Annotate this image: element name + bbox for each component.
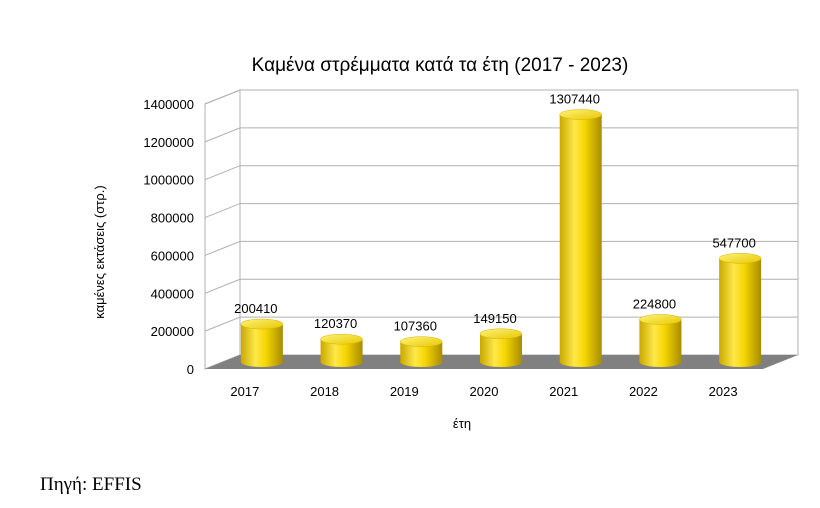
side-wall [204, 89, 241, 370]
source-note: Πηγή: EFFIS [40, 474, 142, 495]
bar-top-cap [400, 336, 443, 347]
x-tick-label: 2023 [709, 384, 738, 399]
data-label: 120370 [314, 316, 357, 331]
bar-top-cap [240, 318, 284, 330]
x-tick-label: 2019 [390, 384, 419, 399]
bar [320, 333, 363, 367]
bar-body [320, 339, 363, 362]
x-axis-label: έτη [453, 416, 471, 431]
bar-bottom-cap [480, 357, 522, 367]
bar-body [400, 341, 443, 362]
y-tick-label: 1400000 [143, 97, 194, 112]
gridline [204, 165, 798, 181]
bar-bottom-cap [559, 357, 602, 367]
data-label: 107360 [394, 319, 437, 334]
y-tick-label: 0 [187, 362, 194, 377]
x-tick-label: 2022 [629, 384, 658, 399]
bar-bottom-cap [400, 357, 443, 367]
y-axis-label: καμένες εκτάσεις (στρ.) [92, 185, 107, 319]
x-tick-label: 2020 [470, 384, 499, 399]
bar-body [719, 258, 762, 362]
bar [718, 253, 762, 367]
y-tick-label: 1000000 [143, 173, 194, 188]
data-label: 200410 [234, 301, 277, 316]
y-tick-label: 400000 [151, 286, 194, 301]
gridline [204, 89, 798, 105]
bar [479, 328, 523, 367]
data-labels: 200410 120370 107360 149150 1307440 224800 547… [234, 92, 756, 334]
y-axis-ticks: 0 200000 400000 600000 800000 1000000 1200000 1… [143, 97, 194, 377]
bar [400, 336, 443, 367]
bar [559, 109, 602, 367]
bar-body [559, 114, 602, 362]
y-tick-label: 800000 [151, 211, 194, 226]
x-tick-label: 2017 [230, 384, 259, 399]
x-tick-label: 2018 [310, 384, 339, 399]
plot-walls [204, 89, 799, 370]
bar [240, 318, 284, 367]
bar-top-cap [718, 253, 762, 264]
gridline [204, 316, 798, 332]
x-axis-ticks: 2017 2018 2019 2020 2021 2022 2023 [230, 384, 737, 399]
y-tick-label: 1200000 [143, 135, 194, 150]
bar-bottom-cap [240, 357, 283, 367]
bar-top-cap [479, 328, 523, 340]
bar-top-cap [639, 314, 682, 325]
bar-body [240, 324, 283, 362]
gridline [204, 203, 798, 219]
x-tick-label: 2021 [549, 384, 578, 399]
bars [240, 109, 762, 367]
bar-top-cap [559, 109, 602, 120]
bar-chart: Καμένα στρέμματα κατά τα έτη (2017 - 202… [92, 55, 799, 431]
bar-bottom-cap [320, 357, 363, 367]
data-label: 547700 [712, 235, 755, 250]
gridline [204, 240, 798, 256]
gridline [204, 127, 798, 143]
y-tick-label: 200000 [151, 324, 194, 339]
bar-top-cap [320, 333, 363, 345]
bar-bottom-cap [719, 357, 762, 367]
data-label: 1307440 [549, 92, 600, 107]
gridline [204, 278, 798, 294]
chart-title: Καμένα στρέμματα κατά τα έτη (2017 - 202… [252, 55, 629, 76]
bar-bottom-cap [639, 357, 682, 367]
bar-body [639, 319, 682, 362]
y-tick-label: 600000 [151, 248, 194, 263]
bar [639, 314, 682, 367]
data-label: 224800 [633, 296, 676, 311]
data-label: 149150 [473, 311, 516, 326]
